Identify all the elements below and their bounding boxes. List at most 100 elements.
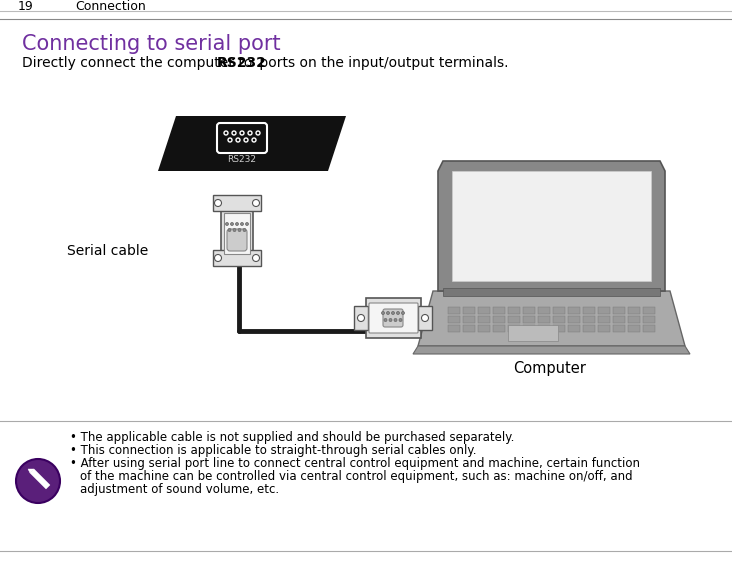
Bar <box>553 316 565 323</box>
Bar <box>583 307 595 314</box>
Bar <box>583 325 595 332</box>
Bar <box>598 307 610 314</box>
Bar <box>523 316 535 323</box>
Circle shape <box>245 223 248 226</box>
Text: • This connection is applicable to straight-through serial cables only.: • This connection is applicable to strai… <box>70 444 477 457</box>
Circle shape <box>381 311 384 315</box>
Circle shape <box>236 223 239 226</box>
Bar <box>598 316 610 323</box>
Bar <box>443 288 660 296</box>
Text: of the machine can be controlled via central control equipment, such as: machine: of the machine can be controlled via cen… <box>80 470 632 483</box>
Bar <box>508 316 520 323</box>
Bar <box>221 206 253 261</box>
Bar <box>354 306 368 330</box>
Polygon shape <box>158 116 346 171</box>
Polygon shape <box>28 469 34 473</box>
Circle shape <box>384 319 387 321</box>
Bar <box>568 325 580 332</box>
Bar <box>508 325 520 332</box>
Text: 19: 19 <box>18 0 34 12</box>
Bar <box>478 307 490 314</box>
Circle shape <box>238 228 241 232</box>
Text: Serial cable: Serial cable <box>67 244 148 258</box>
Circle shape <box>233 228 236 232</box>
Bar <box>643 325 655 332</box>
Text: adjustment of sound volume, etc.: adjustment of sound volume, etc. <box>80 483 279 496</box>
Bar <box>583 316 595 323</box>
Bar <box>628 316 640 323</box>
Circle shape <box>231 223 234 226</box>
Bar <box>448 307 460 314</box>
Circle shape <box>399 319 402 321</box>
Circle shape <box>225 223 228 226</box>
Bar <box>553 325 565 332</box>
Bar <box>508 325 558 341</box>
Text: ports on the input/output terminals.: ports on the input/output terminals. <box>255 56 509 70</box>
Text: Computer: Computer <box>514 361 586 376</box>
Circle shape <box>214 200 222 206</box>
Circle shape <box>243 228 246 232</box>
FancyBboxPatch shape <box>383 309 403 327</box>
Bar <box>508 307 520 314</box>
Bar <box>493 325 505 332</box>
Bar <box>568 307 580 314</box>
Text: Connection: Connection <box>75 0 146 12</box>
Circle shape <box>394 319 397 321</box>
Bar <box>613 307 625 314</box>
Bar <box>418 306 432 330</box>
Circle shape <box>16 459 60 503</box>
Circle shape <box>357 315 365 321</box>
Bar <box>493 307 505 314</box>
Polygon shape <box>438 161 665 291</box>
Bar <box>628 307 640 314</box>
Bar <box>643 307 655 314</box>
FancyBboxPatch shape <box>369 303 418 333</box>
Circle shape <box>253 200 260 206</box>
Text: Directly connect the computer to: Directly connect the computer to <box>22 56 257 70</box>
Bar <box>493 316 505 323</box>
Bar <box>224 213 250 254</box>
Polygon shape <box>413 346 690 354</box>
FancyBboxPatch shape <box>227 229 247 251</box>
Circle shape <box>386 311 389 315</box>
Text: RS232: RS232 <box>217 56 267 70</box>
Circle shape <box>422 315 428 321</box>
Polygon shape <box>30 469 50 489</box>
Text: • After using serial port line to connect central control equipment and machine,: • After using serial port line to connec… <box>70 457 640 470</box>
Bar <box>448 316 460 323</box>
Bar <box>598 325 610 332</box>
Bar <box>448 325 460 332</box>
Circle shape <box>397 311 400 315</box>
Bar <box>568 316 580 323</box>
Bar <box>553 307 565 314</box>
Bar <box>366 298 421 338</box>
Circle shape <box>253 255 260 261</box>
Circle shape <box>392 311 395 315</box>
Bar <box>538 316 550 323</box>
Bar <box>463 307 475 314</box>
Bar <box>452 171 651 281</box>
Bar <box>213 195 261 211</box>
Bar <box>463 325 475 332</box>
Circle shape <box>228 228 231 232</box>
Text: • The applicable cable is not supplied and should be purchased separately.: • The applicable cable is not supplied a… <box>70 431 515 444</box>
Bar <box>213 250 261 266</box>
Bar <box>643 316 655 323</box>
Text: RS232: RS232 <box>228 155 256 164</box>
Circle shape <box>214 255 222 261</box>
Bar <box>613 325 625 332</box>
Circle shape <box>389 319 392 321</box>
Bar <box>478 325 490 332</box>
Bar <box>478 316 490 323</box>
Polygon shape <box>418 291 685 346</box>
Bar <box>538 307 550 314</box>
Bar <box>613 316 625 323</box>
Text: Connecting to serial port: Connecting to serial port <box>22 34 280 54</box>
Circle shape <box>241 223 244 226</box>
Bar <box>523 307 535 314</box>
Bar <box>463 316 475 323</box>
Bar <box>628 325 640 332</box>
Bar <box>523 325 535 332</box>
Circle shape <box>401 311 405 315</box>
Bar <box>538 325 550 332</box>
